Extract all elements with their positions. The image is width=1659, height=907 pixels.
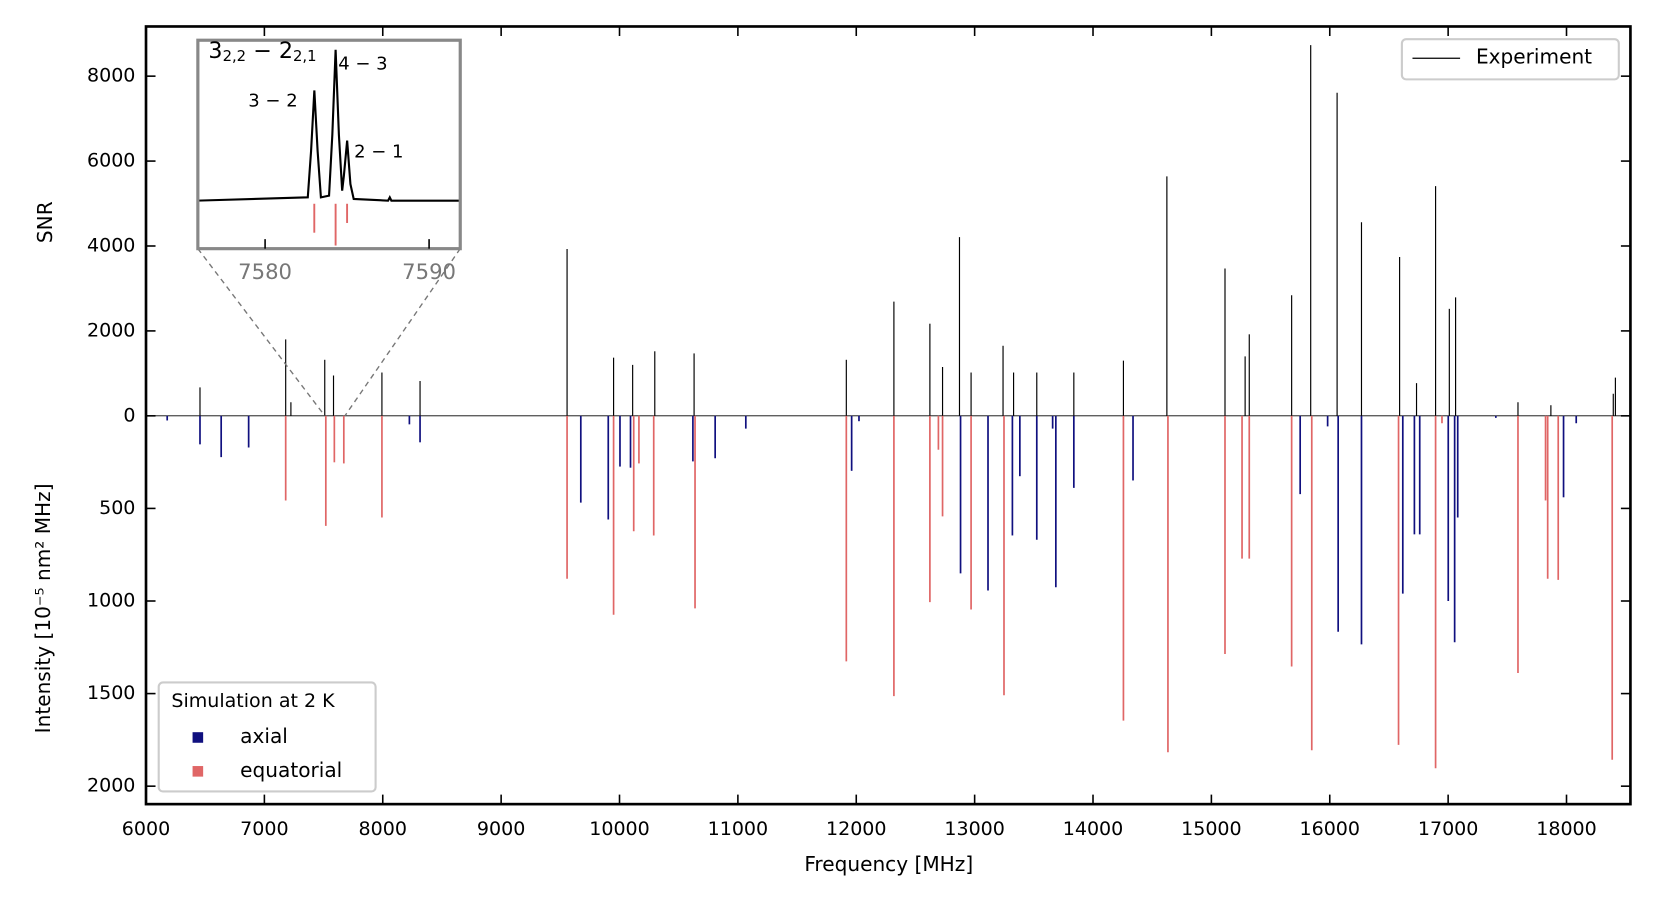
transition-label-part: − 2 <box>246 37 293 63</box>
legend-swatch <box>192 732 204 743</box>
zoom-connector <box>344 248 461 417</box>
legend-label: axial <box>240 724 288 748</box>
y2-tick-label: 1500 <box>87 682 135 704</box>
legend-label: Experiment <box>1476 45 1592 69</box>
transition-label-part: 3 <box>208 37 222 63</box>
inset-background <box>197 40 461 249</box>
peak-annotation: 3 − 2 <box>248 91 297 112</box>
zoom-connector <box>197 248 326 417</box>
y-axis-label: SNR <box>33 201 57 243</box>
x-axis-label: Frequency [MHz] <box>804 852 973 876</box>
x-tick-label: 16000 <box>1299 818 1360 840</box>
inset-frame <box>196 38 462 251</box>
x-tick-label: 7000 <box>240 818 288 840</box>
x-tick-label: 10000 <box>589 818 650 840</box>
y-tick-label: 6000 <box>87 150 135 172</box>
legend-box <box>157 681 377 793</box>
legend-title: Simulation at 2 K <box>171 690 335 712</box>
x-tick-label: 8000 <box>359 818 407 840</box>
legend-label: equatorial <box>240 758 342 782</box>
y-tick-label: 2000 <box>87 319 135 341</box>
legend-box <box>1400 38 1620 81</box>
transition-label-part: 2,2 <box>223 48 247 65</box>
legend-swatch <box>192 766 204 777</box>
x-tick-label: 14000 <box>1063 818 1124 840</box>
x-tick-label: 17000 <box>1418 818 1479 840</box>
y2-tick-label: 2000 <box>87 775 135 797</box>
y-tick-label: 8000 <box>87 65 135 87</box>
x-tick-label: 11000 <box>708 818 769 840</box>
inset-x-tick-label: 7580 <box>238 259 292 284</box>
y-tick-label: 0 <box>123 404 135 426</box>
peak-annotation: 4 − 3 <box>338 54 387 75</box>
y2-tick-label: 1000 <box>87 590 135 612</box>
inset-spectrum <box>197 49 461 202</box>
y2-tick-label: 500 <box>99 497 135 519</box>
inset-x-tick-label: 7590 <box>402 259 456 284</box>
x-tick-label: 9000 <box>477 818 525 840</box>
x-tick-label: 6000 <box>122 818 170 840</box>
x-tick-label: 12000 <box>826 818 887 840</box>
y-tick-label: 4000 <box>87 234 135 256</box>
y2-axis-label: Intensity [10⁻⁵ nm² MHz] <box>31 483 55 733</box>
x-tick-label: 15000 <box>1181 818 1242 840</box>
x-tick-label: 13000 <box>944 818 1005 840</box>
transition-label-part: 2,1 <box>293 48 317 65</box>
peak-annotation: 2 − 1 <box>354 141 403 162</box>
transition-label: 32,2 − 22,1 <box>208 37 316 65</box>
x-tick-label: 18000 <box>1536 818 1597 840</box>
